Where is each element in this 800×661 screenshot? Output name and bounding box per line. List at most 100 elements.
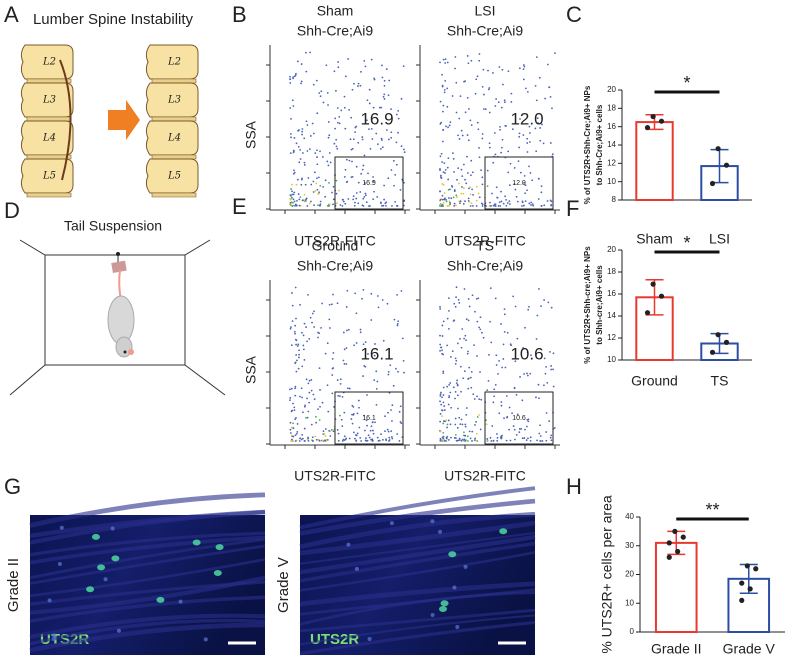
event-dot — [384, 430, 386, 432]
event-dot — [472, 205, 474, 207]
event-dot — [338, 414, 341, 417]
event-dot — [350, 176, 353, 179]
event-dot — [502, 202, 505, 205]
nucleus — [346, 542, 351, 547]
event-dot — [358, 406, 360, 409]
event-dot — [315, 421, 318, 424]
tissue-streak — [29, 575, 266, 615]
nucleus — [203, 637, 208, 642]
event-dot — [293, 191, 296, 194]
event-dot — [291, 320, 294, 323]
event-dot — [307, 436, 309, 439]
y-tick-label: 30 — [625, 541, 634, 550]
event-dot — [440, 174, 442, 177]
event-dot — [481, 85, 484, 88]
disc — [151, 154, 197, 160]
event-dot — [364, 65, 367, 68]
event-dot — [387, 430, 390, 433]
event-dot — [391, 437, 394, 440]
event-dot — [465, 339, 467, 342]
event-dot — [390, 108, 392, 111]
event-dot — [466, 155, 468, 158]
event-dot — [475, 185, 478, 188]
event-dot — [327, 104, 329, 106]
event-dot — [370, 292, 373, 295]
event-dot — [467, 139, 470, 142]
event-dot — [478, 196, 481, 199]
event-dot — [331, 374, 334, 376]
event-dot — [499, 128, 501, 131]
event-dot — [372, 176, 374, 178]
event-dot — [370, 58, 373, 61]
event-dot — [514, 438, 516, 441]
event-dot — [455, 81, 458, 84]
event-dot — [373, 354, 376, 357]
event-dot — [453, 204, 456, 207]
event-dot — [439, 203, 442, 206]
event-dot — [380, 433, 382, 436]
nucleus — [463, 564, 468, 569]
nucleus — [51, 637, 56, 642]
cell — [86, 586, 95, 593]
event-dot — [526, 189, 528, 192]
event-dot — [455, 437, 457, 440]
event-dot — [457, 439, 460, 442]
event-dot — [368, 128, 370, 131]
event-dot — [463, 431, 465, 434]
event-dot — [372, 432, 375, 435]
event-dot — [295, 142, 298, 145]
event-dot — [458, 182, 460, 185]
event-dot — [390, 136, 393, 139]
event-dot — [294, 385, 297, 388]
event-dot — [488, 353, 490, 356]
event-dot — [508, 406, 511, 409]
event-dot — [456, 394, 459, 397]
event-dot — [540, 191, 543, 194]
ligament — [59, 59, 72, 181]
event-dot — [300, 387, 303, 390]
event-dot — [442, 435, 445, 438]
event-dot — [461, 328, 464, 330]
event-dot — [400, 97, 403, 100]
event-dot — [467, 387, 470, 390]
event-dot — [395, 113, 398, 116]
event-dot — [329, 161, 332, 164]
panel-label: E — [232, 194, 247, 219]
event-dot — [534, 84, 537, 87]
event-dot — [305, 70, 308, 73]
event-dot — [512, 295, 515, 298]
event-dot — [460, 129, 463, 132]
event-dot — [305, 120, 308, 123]
event-dot — [546, 381, 549, 384]
event-dot — [307, 410, 310, 413]
nucleus — [389, 521, 394, 526]
panel-label: C — [566, 2, 582, 27]
event-dot — [463, 80, 465, 83]
nucleus — [178, 599, 183, 604]
event-dot — [299, 196, 302, 199]
event-dot — [296, 345, 299, 347]
event-dot — [363, 182, 366, 184]
event-dot — [318, 92, 321, 94]
event-dot — [527, 420, 530, 423]
event-dot — [458, 138, 461, 140]
gate-value: 16.9 — [360, 109, 393, 128]
event-dot — [469, 437, 472, 440]
cell — [156, 596, 165, 603]
event-dot — [503, 313, 506, 316]
data-point — [680, 534, 686, 540]
plot-title: TS — [476, 238, 494, 254]
event-dot — [458, 416, 461, 419]
event-dot — [316, 156, 318, 158]
event-dot — [452, 386, 455, 389]
event-dot — [490, 440, 493, 442]
event-dot — [503, 308, 506, 311]
event-dot — [305, 51, 307, 54]
event-dot — [293, 169, 295, 172]
event-dot — [384, 415, 386, 418]
event-dot — [339, 204, 342, 206]
event-dot — [363, 196, 366, 198]
event-dot — [442, 183, 445, 186]
event-dot — [391, 205, 393, 207]
event-dot — [499, 125, 501, 128]
